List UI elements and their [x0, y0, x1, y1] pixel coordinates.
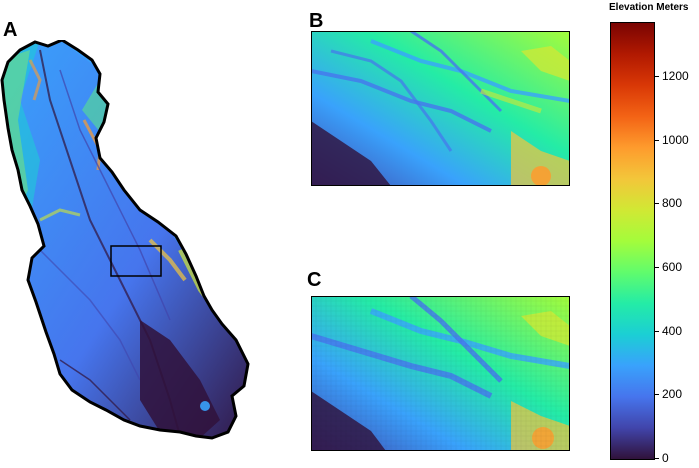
detail-map-c [311, 296, 570, 451]
legend-title: Elevation Meters [609, 2, 689, 13]
colorbar-tick-mark [654, 140, 659, 141]
inset-box [110, 245, 162, 277]
colorbar-tick-mark [654, 203, 659, 204]
colorbar-tick-label: 1200 [662, 69, 689, 83]
panel-label-a: A [3, 19, 18, 41]
watershed-elevation-map [0, 40, 260, 440]
colorbar-tick-mark [654, 331, 659, 332]
detail-map-b [311, 31, 570, 186]
colorbar-tick-label: 200 [662, 387, 683, 401]
colorbar-tick-label: 1000 [662, 133, 689, 147]
colorbar-tick-label: 600 [662, 260, 683, 274]
colorbar-tick-mark [654, 458, 659, 459]
colorbar-tick-mark [654, 267, 659, 268]
colorbar-tick-mark [654, 76, 659, 77]
colorbar-tick-label: 800 [662, 196, 683, 210]
elevation-colorbar [610, 22, 655, 460]
colorbar-tick-mark [654, 394, 659, 395]
panel-label-b: B [309, 10, 324, 32]
colorbar-tick-label: 400 [662, 324, 683, 338]
colorbar-tick-label: 0 [662, 451, 669, 465]
panel-label-c: C [307, 269, 322, 291]
